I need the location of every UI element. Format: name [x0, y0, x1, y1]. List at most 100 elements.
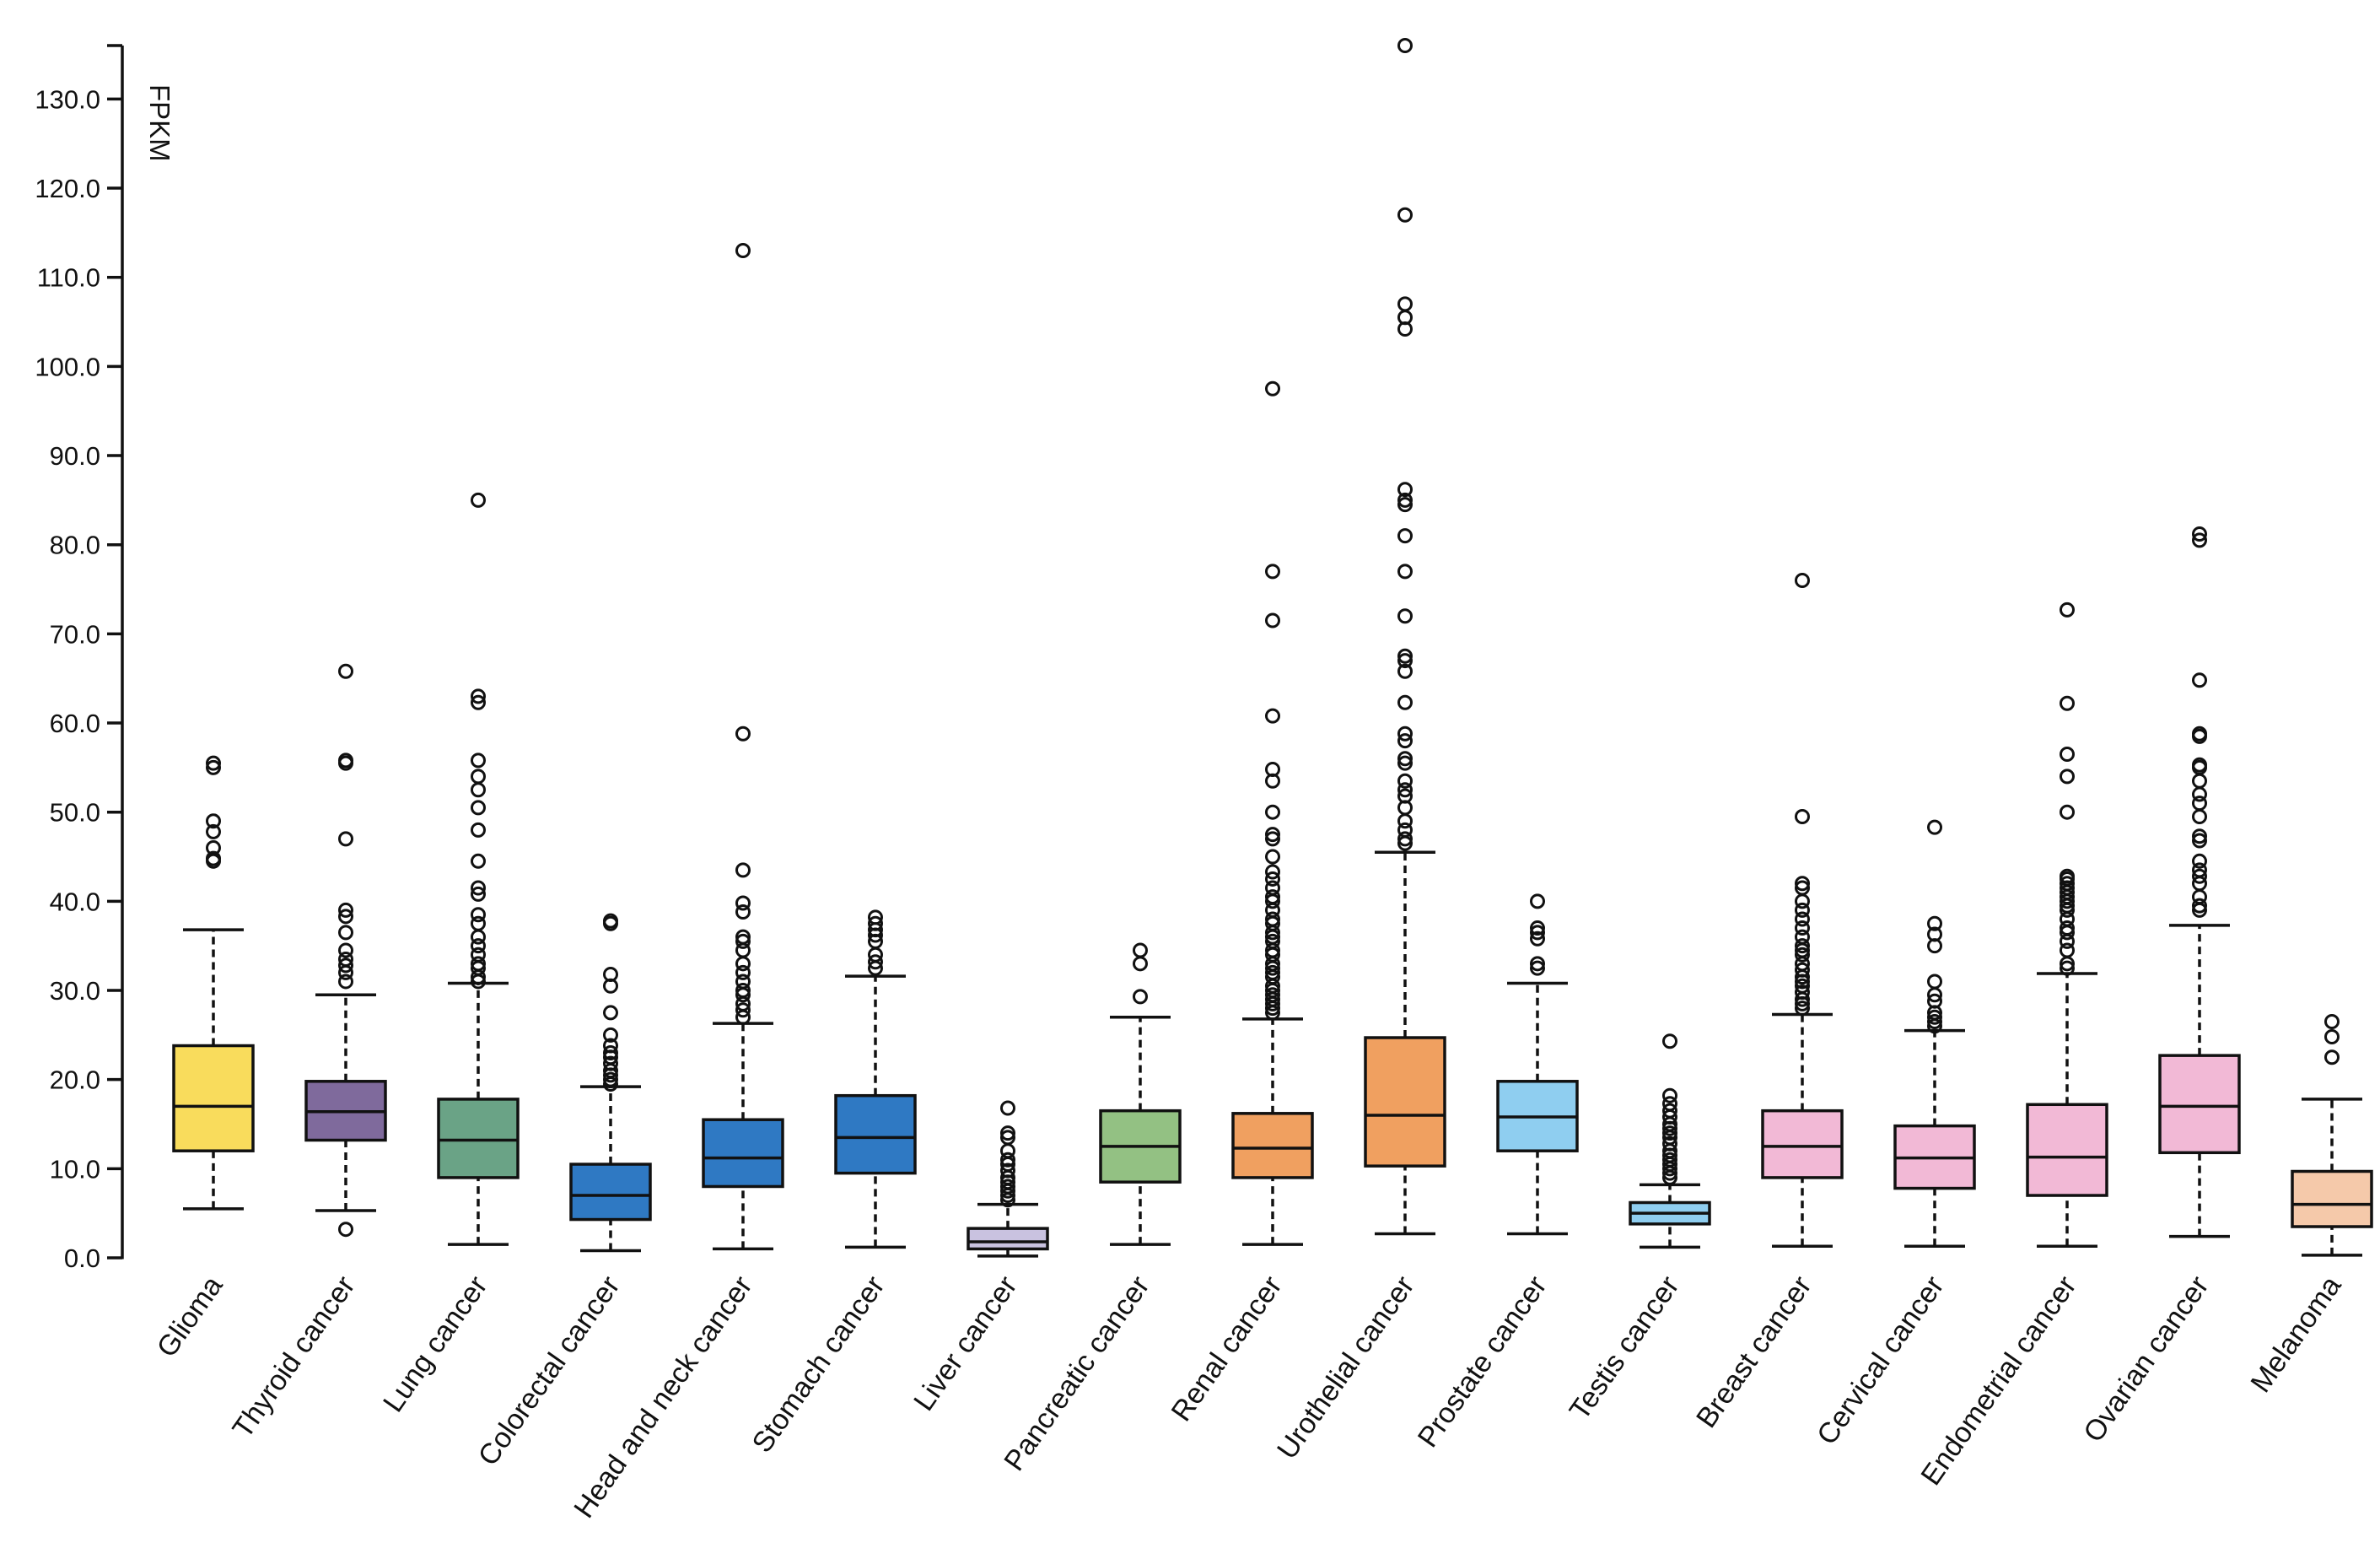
x-tick-label: Thyroid cancer — [226, 1270, 361, 1444]
outlier — [471, 929, 486, 945]
y-tick-label: 30.0 — [50, 976, 100, 1006]
outlier — [471, 974, 486, 990]
outlier — [1397, 653, 1413, 669]
outlier — [338, 942, 353, 958]
y-tick-label: 130.0 — [35, 84, 100, 114]
outlier — [735, 895, 751, 911]
x-tick-label: Urothelial cancer — [1271, 1270, 1420, 1465]
outlier — [2192, 833, 2207, 849]
y-tick-label: 0.0 — [64, 1243, 100, 1273]
outlier — [1795, 974, 1810, 990]
outlier — [1265, 960, 1280, 976]
x-tick-label: Breast cancer — [1690, 1270, 1817, 1434]
outlier — [338, 964, 353, 980]
outlier — [1795, 893, 1810, 909]
y-tick-label: 20.0 — [50, 1065, 100, 1095]
outlier — [1927, 938, 1942, 954]
outlier — [1397, 694, 1413, 710]
outlier — [1133, 989, 1148, 1005]
outlier — [338, 1222, 353, 1238]
outlier — [1000, 1183, 1015, 1199]
outlier — [2060, 942, 2075, 958]
outlier — [603, 978, 618, 994]
outlier — [1265, 871, 1280, 887]
outlier — [1397, 482, 1413, 498]
box — [569, 1163, 652, 1222]
outlier — [1530, 960, 1545, 976]
outlier — [206, 755, 221, 771]
outlier — [1265, 995, 1280, 1011]
outlier — [471, 694, 486, 710]
outlier — [1265, 564, 1280, 580]
outlier — [1265, 864, 1280, 880]
outlier — [338, 909, 353, 925]
outlier — [2060, 769, 2075, 785]
y-tick-label: 10.0 — [50, 1154, 100, 1184]
outlier — [1662, 1120, 1677, 1136]
box — [2158, 1054, 2241, 1155]
outlier — [2192, 853, 2207, 869]
outlier — [735, 862, 751, 878]
outlier — [735, 964, 751, 980]
outlier — [1000, 1152, 1015, 1168]
outlier — [2192, 828, 2207, 844]
outlier — [1662, 1125, 1677, 1141]
outlier — [1927, 1013, 1942, 1029]
outlier — [338, 663, 353, 679]
y-tick-label: 50.0 — [50, 798, 100, 828]
outlier — [1795, 902, 1810, 918]
x-tick-label: Stomach cancer — [746, 1270, 891, 1459]
outlier — [1662, 1087, 1677, 1103]
outlier — [1265, 1001, 1280, 1017]
outlier — [2192, 526, 2207, 542]
outlier — [735, 942, 751, 958]
outlier — [2060, 893, 2075, 909]
box — [2026, 1103, 2108, 1197]
outlier — [1397, 831, 1413, 847]
outlier — [1795, 991, 1810, 1007]
outlier — [2060, 960, 2075, 976]
outlier — [1265, 849, 1280, 865]
outlier — [603, 1071, 618, 1087]
outlier — [1265, 827, 1280, 843]
outlier — [1927, 974, 1942, 990]
box — [437, 1098, 520, 1179]
x-tick-label: Melanoma — [2244, 1270, 2347, 1399]
outlier — [471, 880, 486, 896]
outlier — [2192, 868, 2207, 884]
outlier — [1795, 808, 1810, 824]
outlier — [1265, 925, 1280, 941]
outlier — [2192, 808, 2207, 824]
outlier — [1927, 1009, 1942, 1025]
outlier — [2192, 898, 2207, 914]
x-tick-label: Colorectal cancer — [472, 1270, 627, 1472]
outlier — [1265, 893, 1280, 909]
x-tick-label: Cervical cancer — [1811, 1270, 1951, 1451]
outlier — [1397, 497, 1413, 513]
outlier — [471, 886, 486, 902]
box — [2291, 1169, 2373, 1228]
y-tick-label: 70.0 — [50, 619, 100, 649]
box — [1364, 1036, 1446, 1168]
outlier — [1397, 733, 1413, 749]
x-tick-label: Renal cancer — [1166, 1270, 1289, 1427]
outlier — [206, 759, 221, 775]
y-tick-label: 60.0 — [50, 709, 100, 738]
outlier — [1265, 708, 1280, 724]
outlier — [471, 492, 486, 508]
outlier — [2324, 1028, 2340, 1044]
outlier — [735, 1002, 751, 1018]
outlier — [206, 823, 221, 839]
box — [172, 1044, 255, 1152]
outlier — [1133, 956, 1148, 972]
outlier — [1530, 956, 1545, 972]
x-tick-label: Pancreatic cancer — [998, 1270, 1155, 1477]
outlier — [1265, 773, 1280, 789]
outlier — [1795, 920, 1810, 936]
outlier — [735, 726, 751, 742]
outlier — [1397, 755, 1413, 771]
outlier — [1662, 1033, 1677, 1049]
x-tick-label: Lung cancer — [377, 1270, 493, 1418]
outlier — [471, 800, 486, 816]
outlier — [1927, 915, 1942, 931]
